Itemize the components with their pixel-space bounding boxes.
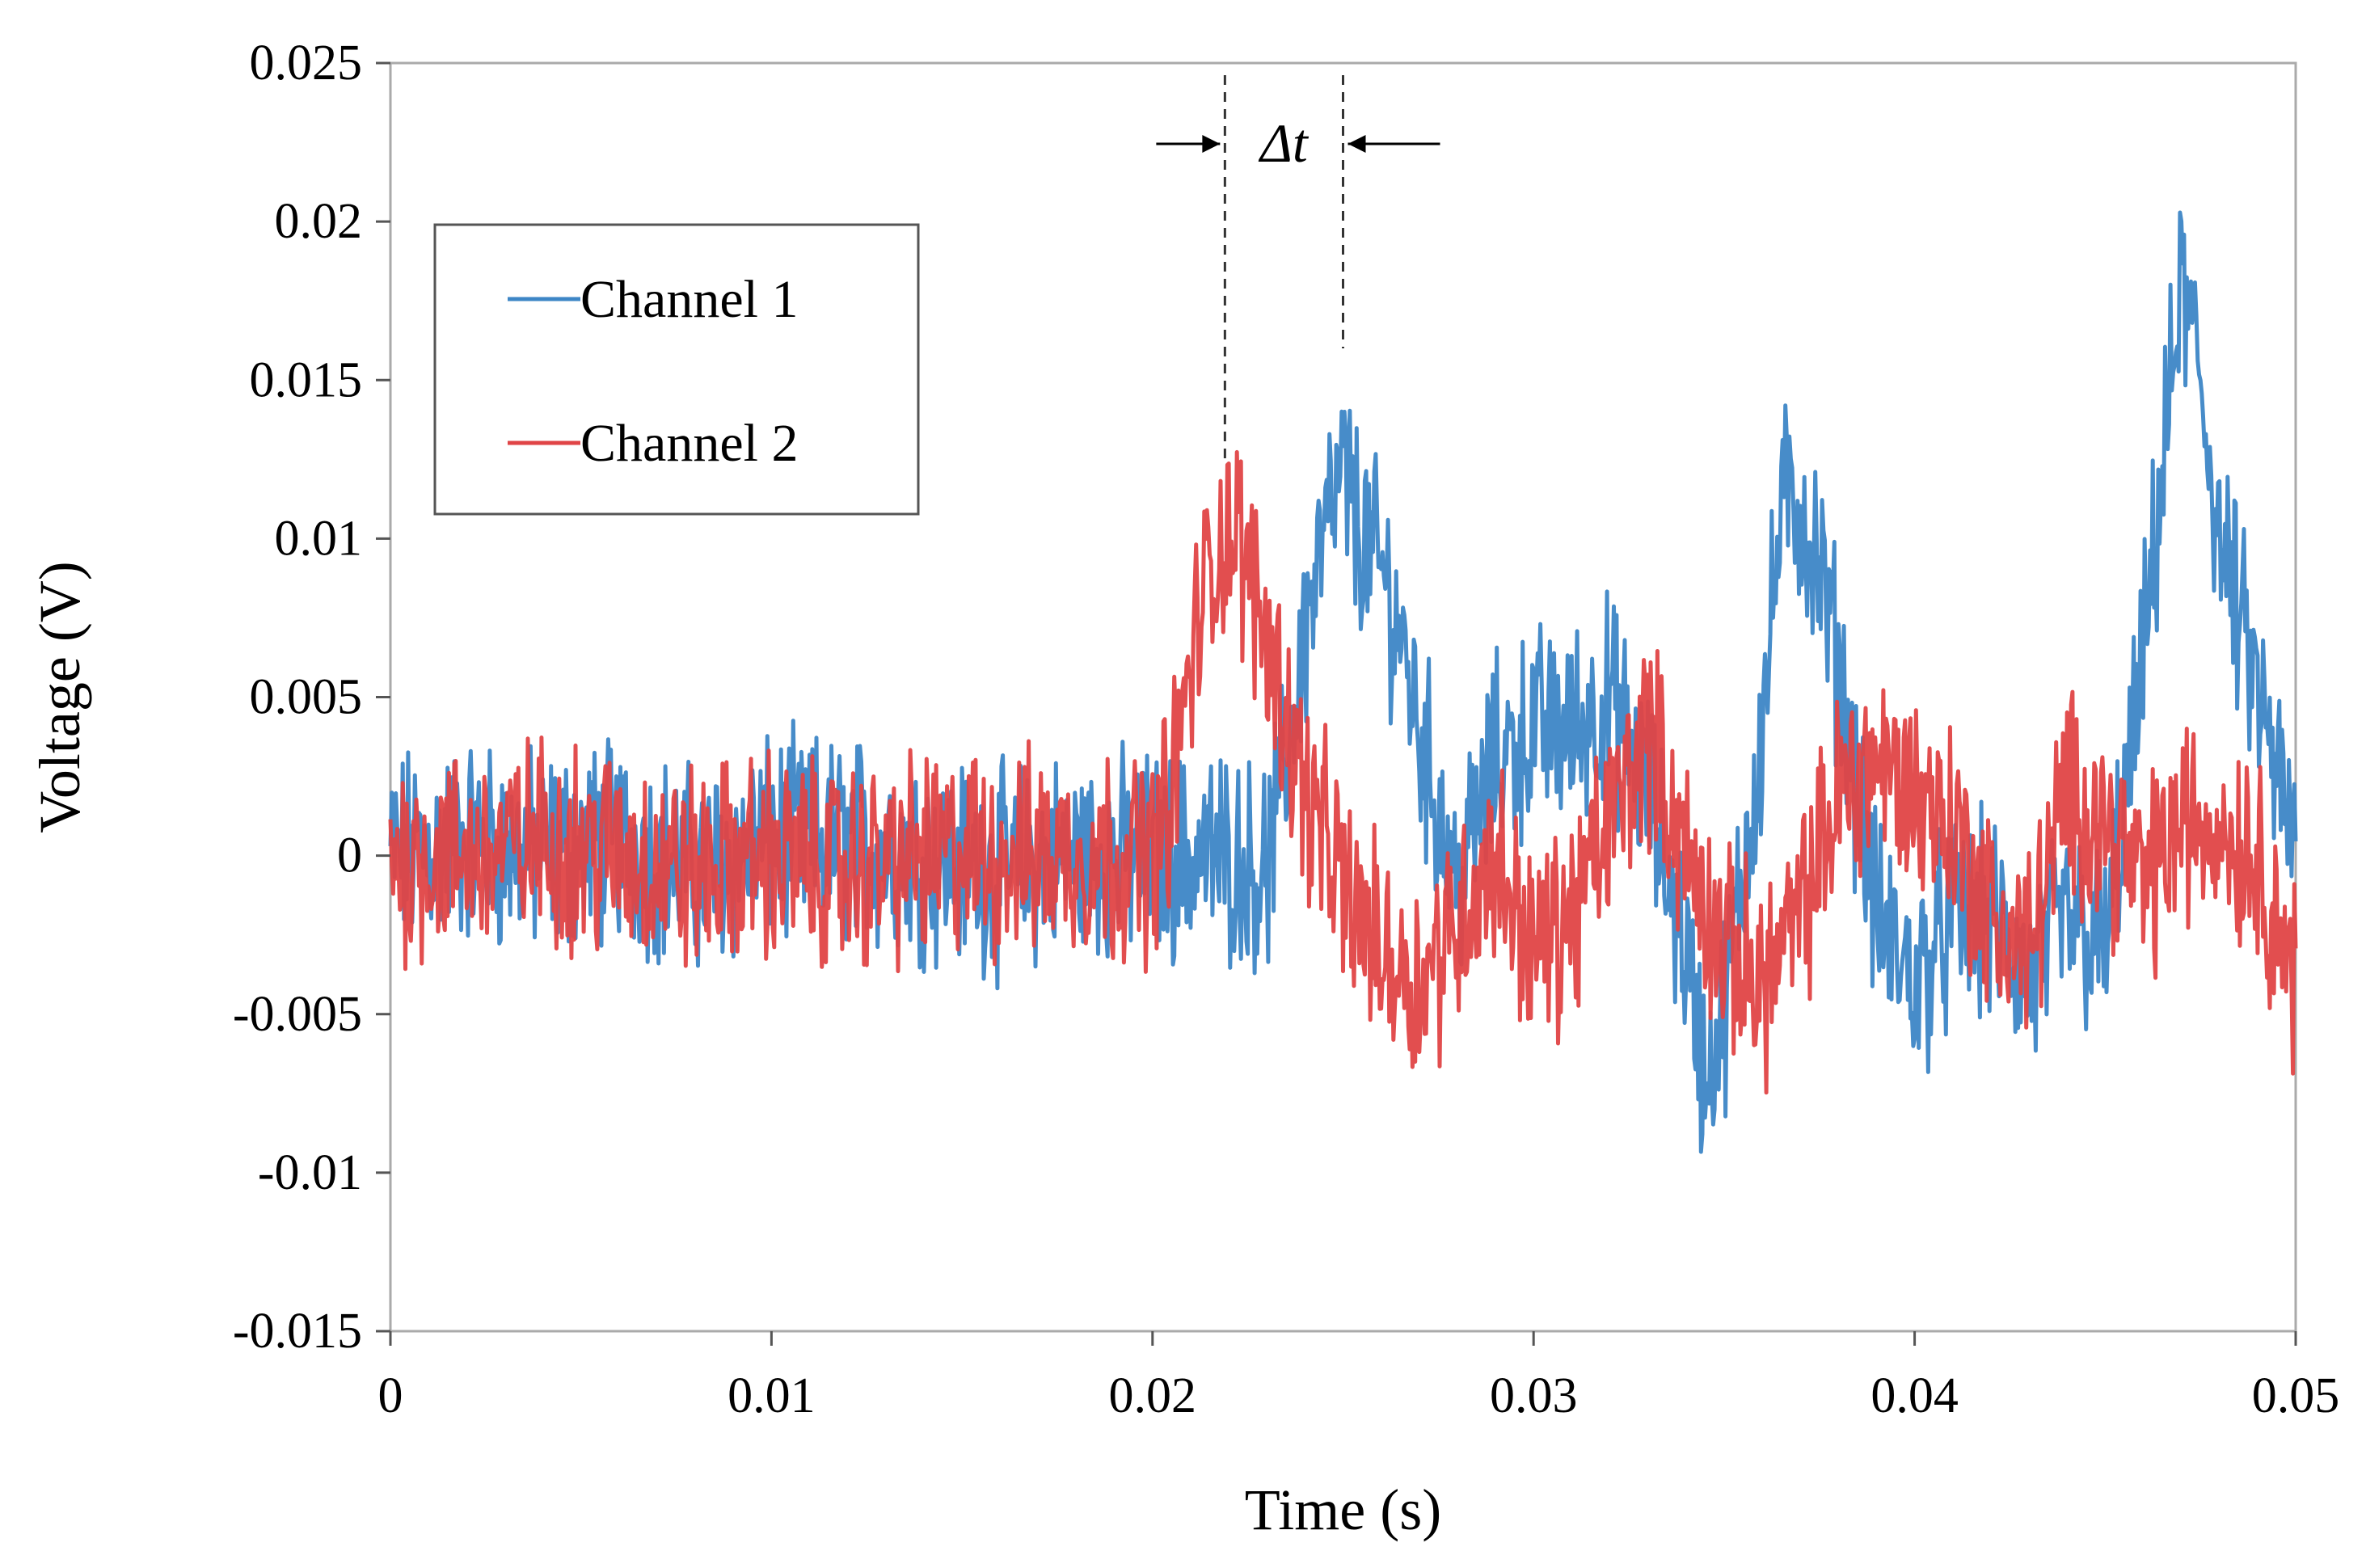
- x-tick-label: 0.03: [1490, 1368, 1578, 1423]
- legend-label-channel-1: Channel 1: [580, 270, 798, 329]
- x-tick-label: 0: [378, 1368, 403, 1423]
- delta-t-label: Δt: [1258, 112, 1310, 174]
- delta-right-arrow-head: [1347, 135, 1366, 153]
- series-layer: [388, 210, 2298, 1154]
- series-line-channel-2: [388, 449, 2298, 1095]
- y-axis-label: Voltage (V): [27, 561, 92, 833]
- y-tick-label: -0.005: [233, 987, 362, 1042]
- y-tick-label: 0: [337, 828, 362, 883]
- y-tick-label: 0.02: [275, 194, 363, 249]
- annotation-layer: Δt: [1156, 75, 1440, 460]
- x-tick-label: 0.05: [2252, 1368, 2340, 1423]
- y-tick-label: 0.005: [250, 670, 363, 725]
- y-tick-label: 0.025: [250, 36, 363, 91]
- x-tick-label: 0.04: [1870, 1368, 1959, 1423]
- x-tick-label: 0.01: [728, 1368, 816, 1423]
- y-tick-label: -0.01: [258, 1145, 362, 1200]
- y-tick-label: 0.015: [250, 352, 363, 407]
- x-tick-label: 0.02: [1109, 1368, 1197, 1423]
- legend-box: [433, 223, 920, 516]
- y-tick-label: 0.01: [275, 511, 363, 566]
- x-axis-label: Time (s): [1245, 1477, 1441, 1542]
- delta-left-arrow-head: [1202, 135, 1221, 153]
- legend: Channel 1 Channel 2: [433, 223, 920, 516]
- y-tick-label: -0.015: [233, 1304, 362, 1359]
- axes-layer: 0 0.01 0.02 0.03 0.04 0.05 -0.015 -0.01 -0.005 0 0…: [27, 36, 2339, 1542]
- legend-label-channel-2: Channel 2: [580, 414, 798, 473]
